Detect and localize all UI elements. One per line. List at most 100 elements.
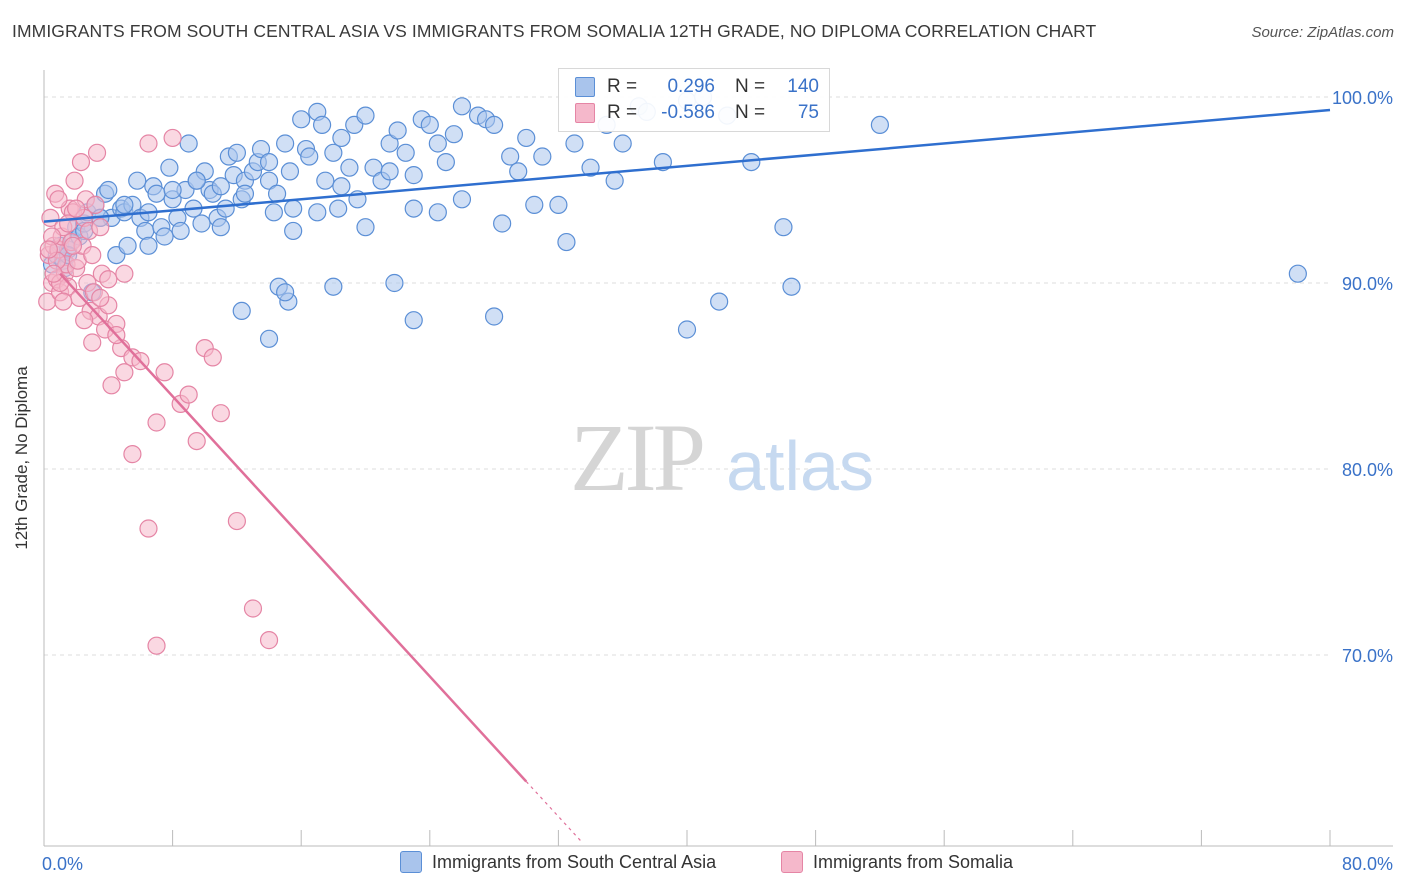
data-point-somalia — [115, 264, 134, 283]
data-point-somalia — [102, 376, 121, 395]
data-point-south-central-asia — [404, 199, 423, 218]
legend-label-south-central-asia: Immigrants from South Central Asia — [432, 851, 717, 872]
data-point-south-central-asia — [232, 301, 251, 320]
data-point-south-central-asia — [187, 171, 206, 190]
data-point-south-central-asia — [136, 221, 155, 241]
data-point-south-central-asia — [404, 311, 423, 330]
data-point-south-central-asia — [324, 277, 343, 296]
legend-swatch-pink — [781, 851, 803, 873]
data-point-somalia — [59, 214, 78, 233]
data-point-south-central-asia — [211, 218, 230, 237]
data-point-south-central-asia — [549, 195, 568, 214]
data-point-somalia — [243, 599, 263, 618]
data-point-somalia — [39, 240, 58, 259]
data-point-somalia — [227, 511, 246, 531]
legend-n-value: 140 — [787, 76, 819, 97]
tick-labels: 70.0% 80.0% 90.0% 100.0% 0.0% 80.0% — [42, 88, 1393, 874]
legend-swatch-blue — [400, 851, 422, 873]
data-point-south-central-asia — [235, 184, 255, 203]
data-point-somalia — [65, 171, 84, 190]
data-point-south-central-asia — [870, 115, 890, 135]
data-point-south-central-asia — [501, 147, 520, 166]
data-point-south-central-asia — [444, 125, 464, 144]
data-point-south-central-asia — [324, 143, 343, 162]
data-point-south-central-asia — [385, 273, 404, 293]
legend-n-value: 75 — [797, 102, 819, 123]
data-point-south-central-asia — [316, 171, 335, 190]
data-point-south-central-asia — [139, 236, 158, 255]
data-point-south-central-asia — [493, 214, 512, 233]
data-point-south-central-asia — [509, 162, 528, 181]
data-point-south-central-asia — [1288, 264, 1307, 283]
data-point-somalia — [259, 631, 279, 650]
data-point-somalia — [67, 199, 86, 218]
data-point-south-central-asia — [155, 227, 174, 246]
data-point-somalia — [155, 363, 174, 382]
data-point-south-central-asia — [128, 171, 147, 190]
y-tick-label: 70.0% — [1342, 646, 1393, 666]
data-point-south-central-asia — [420, 115, 439, 135]
data-point-somalia — [99, 270, 118, 289]
x-tick-label: 0.0% — [42, 854, 83, 874]
trend-line-south-central-asia — [43, 108, 1331, 223]
data-point-south-central-asia — [227, 143, 246, 162]
legend-row-blue: R = 0.296 N = 140 — [559, 73, 819, 101]
data-point-south-central-asia — [292, 110, 311, 129]
data-point-south-central-asia — [211, 177, 230, 196]
data-point-somalia — [187, 432, 206, 451]
x-tick-label: 80.0% — [1342, 854, 1393, 874]
data-point-south-central-asia — [284, 221, 303, 241]
data-point-south-central-asia — [742, 153, 761, 172]
data-point-south-central-asia — [774, 218, 793, 237]
data-point-south-central-asia — [179, 134, 198, 153]
legend-label-somalia: Immigrants from Somalia — [813, 851, 1014, 872]
legend-row-pink: R = -0.586 N = 75 — [559, 99, 819, 127]
legend-r-value: 0.296 — [667, 76, 715, 97]
data-point-south-central-asia — [356, 106, 375, 125]
y-axis-title: 12th Grade, No Diploma — [12, 366, 31, 550]
data-point-south-central-asia — [332, 128, 351, 148]
data-point-south-central-asia — [452, 97, 472, 116]
chart-title: IMMIGRANTS FROM SOUTH CENTRAL ASIA VS IM… — [12, 21, 1097, 41]
data-point-somalia — [54, 292, 73, 311]
data-point-south-central-asia — [388, 121, 407, 140]
legend-item-south-central-asia[interactable]: Immigrants from South Central Asia — [400, 851, 716, 873]
data-point-south-central-asia — [160, 158, 179, 177]
data-point-south-central-asia — [300, 147, 319, 166]
data-point-south-central-asia — [276, 283, 295, 302]
data-point-south-central-asia — [259, 329, 279, 348]
legend-item-somalia[interactable]: Immigrants from Somalia — [781, 851, 1013, 873]
legend-r-value: -0.586 — [661, 102, 715, 123]
data-point-south-central-asia — [565, 134, 584, 153]
data-point-south-central-asia — [332, 177, 351, 196]
data-point-somalia — [163, 128, 182, 148]
legend-swatch-blue — [575, 77, 595, 97]
data-point-south-central-asia — [280, 162, 300, 181]
watermark: ZIP atlas — [570, 404, 874, 511]
data-point-south-central-asia — [259, 153, 279, 172]
data-point-south-central-asia — [428, 203, 447, 222]
y-tick-label: 80.0% — [1342, 460, 1393, 480]
data-point-somalia — [83, 246, 102, 265]
watermark-zip: ZIP — [570, 404, 703, 511]
data-point-south-central-asia — [308, 203, 327, 222]
data-point-south-central-asia — [340, 158, 359, 177]
data-point-somalia — [75, 311, 94, 330]
data-point-somalia — [203, 348, 222, 367]
y-tick-label: 90.0% — [1342, 274, 1393, 294]
data-point-somalia — [147, 413, 166, 432]
data-point-south-central-asia — [485, 115, 504, 135]
data-point-south-central-asia — [99, 180, 118, 200]
data-point-somalia — [86, 195, 105, 214]
data-point-somalia — [49, 190, 68, 209]
data-point-south-central-asia — [396, 143, 415, 162]
stats-legend: R = 0.296 N = 140 R = -0.586 N = 75 — [558, 68, 830, 132]
data-point-south-central-asia — [171, 221, 190, 241]
legend-n-label: N = — [735, 102, 766, 123]
data-point-south-central-asia — [259, 171, 279, 190]
data-point-south-central-asia — [380, 134, 399, 153]
legend-swatch-pink — [575, 103, 595, 123]
data-point-south-central-asia — [581, 158, 600, 177]
legend-n-label: N = — [735, 76, 766, 97]
